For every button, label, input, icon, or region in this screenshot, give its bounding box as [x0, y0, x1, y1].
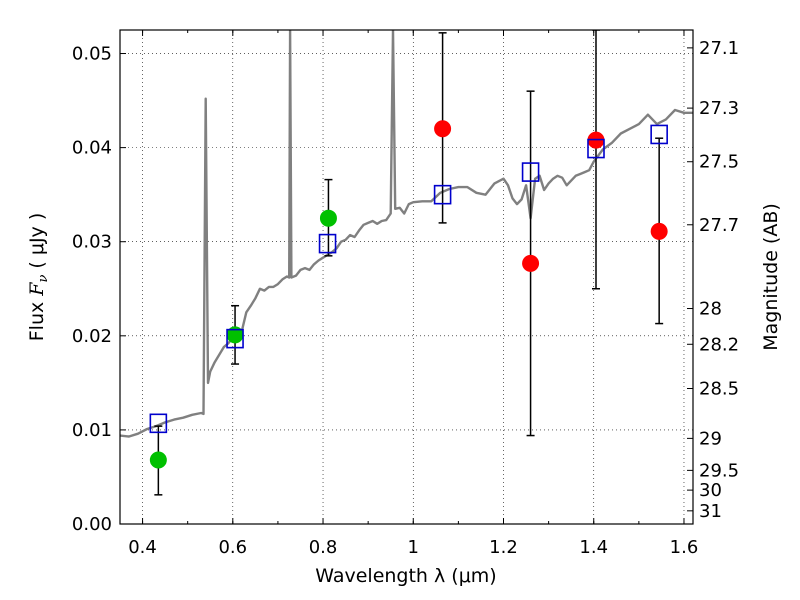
y2-tick-label: 28.2 [699, 334, 739, 355]
data-point-circle [149, 451, 167, 469]
x-tick-label: 1.4 [579, 537, 608, 558]
error-bars [154, 30, 664, 496]
y-tick-label: 0.03 [72, 232, 112, 253]
model-spectrum [120, 30, 693, 438]
axes [119, 29, 694, 525]
data-point-square [226, 328, 244, 349]
data-point-square [433, 184, 452, 205]
x-tick-label: 0.8 [309, 537, 338, 558]
data-point-square [149, 413, 168, 434]
data-point-square [587, 138, 605, 159]
tick-labels: 0.4 0.6 0.8 1 1.2 1.4 1.6 0.00 0.01 0.02 0.03 0.04 0… [72, 38, 739, 558]
y-tick-label: 0.01 [72, 420, 112, 441]
data-point-circle [434, 120, 452, 138]
y2-tick-label: 28.5 [699, 379, 739, 400]
y2-tick-label: 28 [699, 299, 722, 320]
y2-axis-title: Magnitude (AB) [760, 203, 782, 351]
x-axis-title: Wavelength λ (μm) [315, 565, 496, 587]
x-tick-label: 1 [408, 537, 419, 558]
y2-tick-label: 30 [699, 480, 722, 501]
x-tick-label: 1.2 [489, 537, 518, 558]
y-axis-title: Flux Fν ( μJy ) [26, 213, 51, 342]
y2-tick-label: 29.5 [699, 460, 739, 481]
data-point-square [521, 162, 540, 182]
y2-tick-label: 27.1 [699, 38, 739, 59]
x-tick-label: 1.6 [670, 537, 699, 558]
y2-tick-label: 31 [699, 501, 722, 522]
y-axis-title-unit: ( μJy ) [26, 213, 48, 275]
y-axis-title-subscript: ν [36, 275, 51, 283]
y2-tick-label: 29 [699, 428, 722, 449]
x-tick-label: 0.4 [128, 537, 157, 558]
y-axis-title-symbol: F [26, 282, 48, 297]
y-tick-label: 0.04 [72, 138, 112, 159]
data-point-circle [650, 222, 668, 240]
y-tick-label: 0.05 [72, 44, 112, 65]
data-point-circle [522, 254, 540, 272]
y-tick-label: 0.02 [72, 326, 112, 347]
data-point-circle [319, 209, 337, 227]
spectrum-line [120, 30, 693, 438]
data-point-square [650, 124, 668, 145]
y-axis-title-prefix: Flux [26, 296, 48, 342]
y2-tick-label: 27.7 [699, 215, 739, 236]
y2-tick-label: 27.5 [699, 152, 739, 173]
y-tick-label: 0.00 [72, 514, 112, 535]
y2-tick-label: 27.3 [699, 98, 739, 119]
data-point-square [318, 233, 337, 254]
plot-frame [119, 29, 694, 525]
photometry-markers [149, 120, 668, 469]
x-tick-label: 0.6 [218, 537, 247, 558]
